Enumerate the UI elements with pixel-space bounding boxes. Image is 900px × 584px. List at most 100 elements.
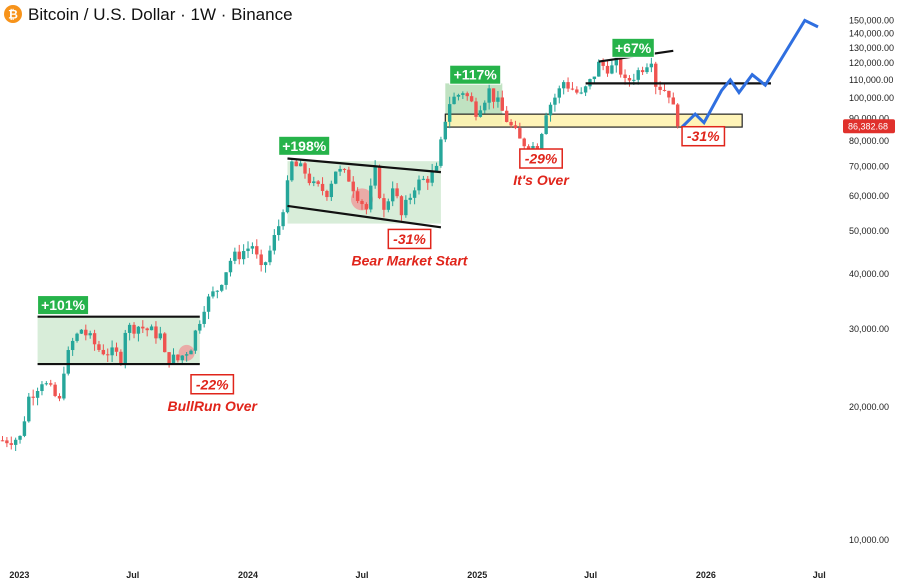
candle-body	[228, 260, 233, 273]
gain-label: +101%	[41, 297, 86, 313]
gain-badge-3	[278, 135, 331, 156]
candle-body	[0, 440, 5, 442]
candle-body	[312, 181, 316, 184]
candle-body	[88, 333, 92, 336]
candle-body	[329, 183, 334, 198]
candle-body	[184, 354, 189, 356]
candle-body	[5, 440, 9, 444]
candle-body	[355, 191, 360, 201]
candle-body	[439, 139, 443, 166]
loss-badge-2	[190, 374, 235, 395]
candle-body	[31, 396, 35, 398]
candle-body	[412, 190, 417, 198]
candle-body	[408, 197, 412, 200]
candle-body	[123, 332, 127, 364]
candle-body	[316, 181, 320, 184]
loss-caption: Bear Market Start	[352, 252, 469, 268]
candle-body	[325, 190, 329, 198]
candle-body	[654, 63, 658, 87]
gain-badge-7	[611, 37, 655, 58]
candle-body	[360, 200, 364, 205]
time-tick-label: 2024	[238, 570, 258, 580]
candle-body	[13, 439, 18, 445]
time-tick-label: Jul	[584, 570, 597, 580]
candle-body	[373, 166, 377, 186]
candle-body	[465, 93, 469, 97]
loss-badge-8	[681, 125, 726, 147]
candle-body	[447, 104, 452, 122]
candle-body	[154, 326, 158, 339]
candle-body	[136, 326, 141, 334]
price-tick-label: 20,000.00	[849, 402, 889, 412]
candle-body	[66, 350, 70, 374]
price-tick-label: 140,000.00	[849, 29, 894, 39]
trend-line-bottom-2024	[287, 204, 442, 229]
candle-body	[504, 110, 509, 122]
candle-body	[294, 161, 298, 167]
current-price-tag: 86,382.68	[843, 119, 895, 134]
loss-badge-6	[519, 148, 563, 169]
candle-body	[149, 326, 154, 331]
candle-body	[636, 70, 640, 80]
price-tick-label: 50,000.00	[849, 226, 889, 236]
candle-body	[320, 183, 325, 191]
price-tick-label: 100,000.00	[849, 93, 894, 103]
candle-body	[579, 92, 583, 94]
price-axis[interactable]: 10,000.00 20,000.00 30,000.00 40,000.00 50,0…	[849, 15, 894, 544]
candle-body	[597, 61, 601, 77]
candle-body	[18, 435, 22, 440]
candle-body	[390, 188, 395, 202]
candle-body	[75, 333, 79, 341]
candle-body	[114, 347, 119, 352]
gain-badge-1	[37, 295, 90, 316]
price-tick-label: 30,000.00	[849, 324, 889, 334]
candle-body	[307, 173, 312, 184]
candle-body	[496, 97, 500, 102]
candle-body	[347, 169, 351, 182]
candle-body	[49, 383, 53, 385]
candle-body	[421, 178, 426, 180]
candle-body	[518, 128, 522, 139]
time-tick-label: Jul	[355, 570, 368, 580]
candle-body	[649, 63, 654, 68]
price-tick-label: 130,000.00	[849, 43, 894, 53]
candle-body	[483, 102, 487, 111]
candle-body	[618, 52, 623, 75]
candle-body	[163, 333, 167, 353]
gain-label: +198%	[282, 138, 327, 154]
candle-body	[171, 354, 176, 364]
candle-body	[27, 396, 31, 422]
candle-body	[334, 171, 338, 184]
price-tick-label: 80,000.00	[849, 136, 889, 146]
candle-body	[281, 212, 285, 227]
candle-body	[605, 65, 610, 74]
loss-label: -29%	[525, 151, 558, 167]
candle-body	[250, 246, 255, 249]
candle-body	[443, 121, 448, 140]
candle-body	[9, 443, 13, 445]
candle-body	[640, 70, 645, 73]
candle-body	[561, 82, 566, 89]
candle-body	[623, 74, 627, 79]
candle-body	[70, 340, 75, 351]
candle-body	[658, 86, 662, 90]
loss-label: -31%	[393, 231, 426, 247]
candle-body	[97, 344, 101, 350]
time-axis[interactable]: 2023 Jul 2024 Jul 2025 Jul 2026 Jul	[9, 570, 825, 580]
gain-label: +67%	[615, 40, 652, 56]
candle-body	[675, 104, 680, 127]
candle-body	[202, 311, 206, 324]
loss-label: -31%	[687, 128, 720, 144]
chart-title: Bitcoin / U.S. Dollar · 1W · Binance	[28, 5, 293, 24]
candle-body	[557, 88, 561, 98]
candle-body	[478, 110, 483, 117]
candle-body	[101, 349, 106, 355]
candle-body	[487, 88, 491, 103]
gain-badge-5	[449, 64, 502, 85]
candle-body	[474, 101, 478, 117]
current-price-label: 86,382.68	[848, 122, 888, 132]
candle-body	[119, 351, 123, 364]
trend-line-top-2024	[287, 157, 442, 174]
candle-body	[461, 93, 465, 95]
